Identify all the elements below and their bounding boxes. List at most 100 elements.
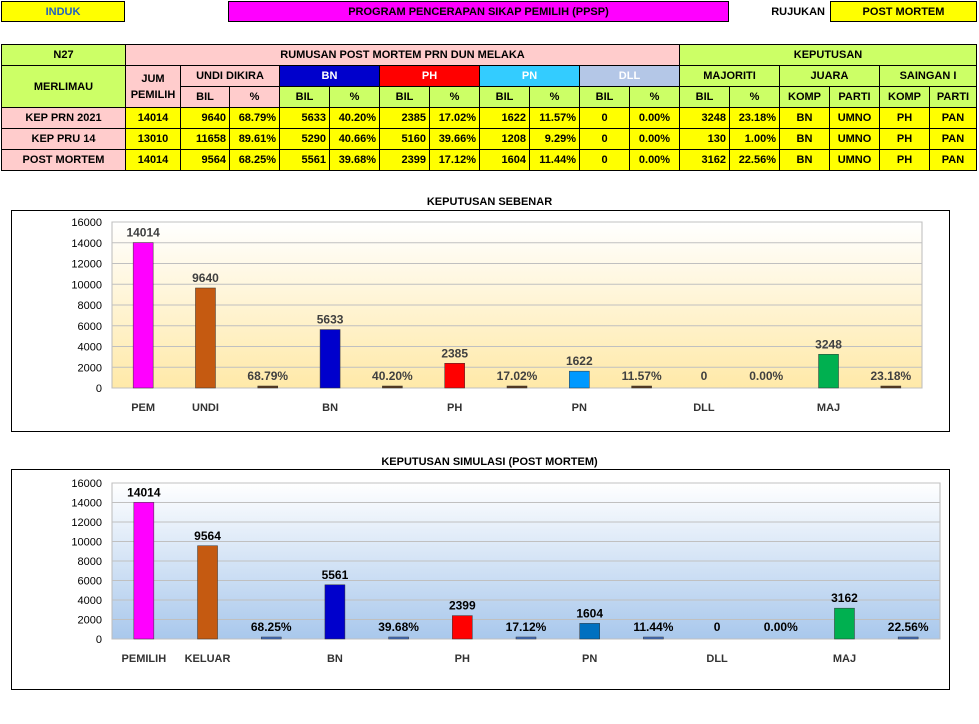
category-label: UNDI <box>192 402 219 414</box>
data-label: 11.44% <box>633 620 673 634</box>
table-cell: 17.12% <box>429 149 480 171</box>
table-cell: 1208 <box>479 128 530 150</box>
table-cell: 22.56% <box>729 149 780 171</box>
row-label: POST MORTEM <box>1 149 126 171</box>
table-cell: BN <box>779 149 830 171</box>
table-cell: 0.00% <box>629 107 680 129</box>
category-label: DLL <box>706 653 728 665</box>
chart2-title: KEPUTUSAN SIMULASI (POST MORTEM) <box>381 456 598 468</box>
chart-keputusan-sebenar: 0 2000 4000 6000 8000 10000 12000 14000 16000 140… <box>11 210 950 432</box>
subheader-cell: BIL <box>379 86 430 108</box>
data-label: 23.18% <box>870 369 911 383</box>
chart1-title: KEPUTUSAN SEBENAR <box>426 196 553 208</box>
table-cell: 9640 <box>180 107 230 129</box>
subheader-cell: % <box>229 86 280 108</box>
table-cell: 14014 <box>125 149 181 171</box>
jum-pemilih-header: JUM PEMILIH <box>125 65 181 108</box>
data-label: 5561 <box>322 568 349 582</box>
subheader-cell: % <box>729 86 780 108</box>
bn-header: BN <box>279 65 380 87</box>
post-mortem-button[interactable]: POST MORTEM <box>830 1 977 22</box>
pn-header: PN <box>479 65 580 87</box>
ph-header: PH <box>379 65 480 87</box>
data-label: 68.79% <box>247 369 288 383</box>
data-label: 1622 <box>566 354 593 368</box>
y-tick-label: 12000 <box>71 517 102 529</box>
bar <box>388 636 409 640</box>
bar <box>132 242 154 389</box>
data-label: 5633 <box>317 313 344 327</box>
y-tick-label: 12000 <box>71 259 102 271</box>
table-cell: PH <box>879 107 930 129</box>
data-label: 17.12% <box>506 620 547 634</box>
table-cell: 0 <box>579 149 630 171</box>
table-cell: UMNO <box>829 128 880 150</box>
table-cell: PAN <box>929 128 977 150</box>
bar <box>382 385 403 389</box>
data-label: 2385 <box>441 346 468 360</box>
table-cell: 17.02% <box>429 107 480 129</box>
table-cell: PH <box>879 149 930 171</box>
table-cell: 11.44% <box>529 149 580 171</box>
category-label: PEMILIH <box>122 653 167 665</box>
table-cell: PAN <box>929 107 977 129</box>
subheader-row: BIL% BIL% BIL% BIL% BIL% BIL% KOMP PARTI KOMP PAR… <box>2 86 977 108</box>
y-tick-label: 0 <box>96 634 102 646</box>
data-label: 22.56% <box>888 620 929 634</box>
subheader-cell: BIL <box>479 86 530 108</box>
table-cell: 1622 <box>479 107 530 129</box>
table-cell: 23.18% <box>729 107 780 129</box>
y-tick-label: 14000 <box>71 498 102 510</box>
subheader-cell: % <box>629 86 680 108</box>
bar <box>631 385 652 389</box>
table-cell: 0.00% <box>629 149 680 171</box>
table-cell: 0.00% <box>629 128 680 150</box>
bar <box>195 287 216 389</box>
table-cell: 3248 <box>679 107 730 129</box>
table-cell: 68.25% <box>229 149 280 171</box>
data-label: 9640 <box>192 271 219 285</box>
table-cell: PH <box>879 128 930 150</box>
seat-code: N27 <box>1 44 126 66</box>
table-cell: 68.79% <box>229 107 280 129</box>
induk-button[interactable]: INDUK <box>1 1 125 22</box>
subheader-cell: BIL <box>279 86 330 108</box>
bar <box>506 385 528 389</box>
table-row: KEP PRN 2021 14014 9640 68.79% 5633 40.20% 238… <box>1 107 977 129</box>
table-cell: 11658 <box>180 128 230 150</box>
y-tick-label: 2000 <box>78 362 102 374</box>
chart-keputusan-simulasi: 0 2000 4000 6000 8000 10000 12000 14000 16000 140… <box>11 469 950 690</box>
y-tick-label: 14000 <box>71 238 102 250</box>
table-cell: 39.66% <box>429 128 480 150</box>
bar <box>260 636 282 640</box>
table-cell: 0 <box>579 128 630 150</box>
table-cell: PAN <box>929 149 977 171</box>
bar <box>834 607 855 640</box>
data-label: 0 <box>714 620 721 634</box>
data-label: 2399 <box>449 599 476 613</box>
table-cell: 130 <box>679 128 730 150</box>
category-label: PN <box>582 653 597 665</box>
rujukan-label: RUJUKAN <box>771 5 825 18</box>
subheader-cell: BIL <box>180 86 230 108</box>
table-cell: 0 <box>579 107 630 129</box>
table-cell: 2399 <box>379 149 430 171</box>
table-cell: UMNO <box>829 107 880 129</box>
data-label: 68.25% <box>251 620 292 634</box>
bar <box>643 636 664 640</box>
y-tick-label: 6000 <box>78 576 102 588</box>
table-cell: 3162 <box>679 149 730 171</box>
bar <box>569 370 590 389</box>
table-cell: 89.61% <box>229 128 280 150</box>
table-cell: 5633 <box>279 107 330 129</box>
program-button[interactable]: PROGRAM PENCERAPAN SIKAP PEMILIH (PPSP) <box>228 1 729 22</box>
table-cell: UMNO <box>829 149 880 171</box>
data-label: 9564 <box>194 529 221 543</box>
table-cell: 5160 <box>379 128 430 150</box>
data-label: 3248 <box>815 337 842 351</box>
subheader-cell: % <box>429 86 480 108</box>
table-cell: 1.00% <box>729 128 780 150</box>
table-cell: BN <box>779 128 830 150</box>
row-label: KEP PRN 2021 <box>1 107 126 129</box>
category-label: DLL <box>693 402 715 414</box>
